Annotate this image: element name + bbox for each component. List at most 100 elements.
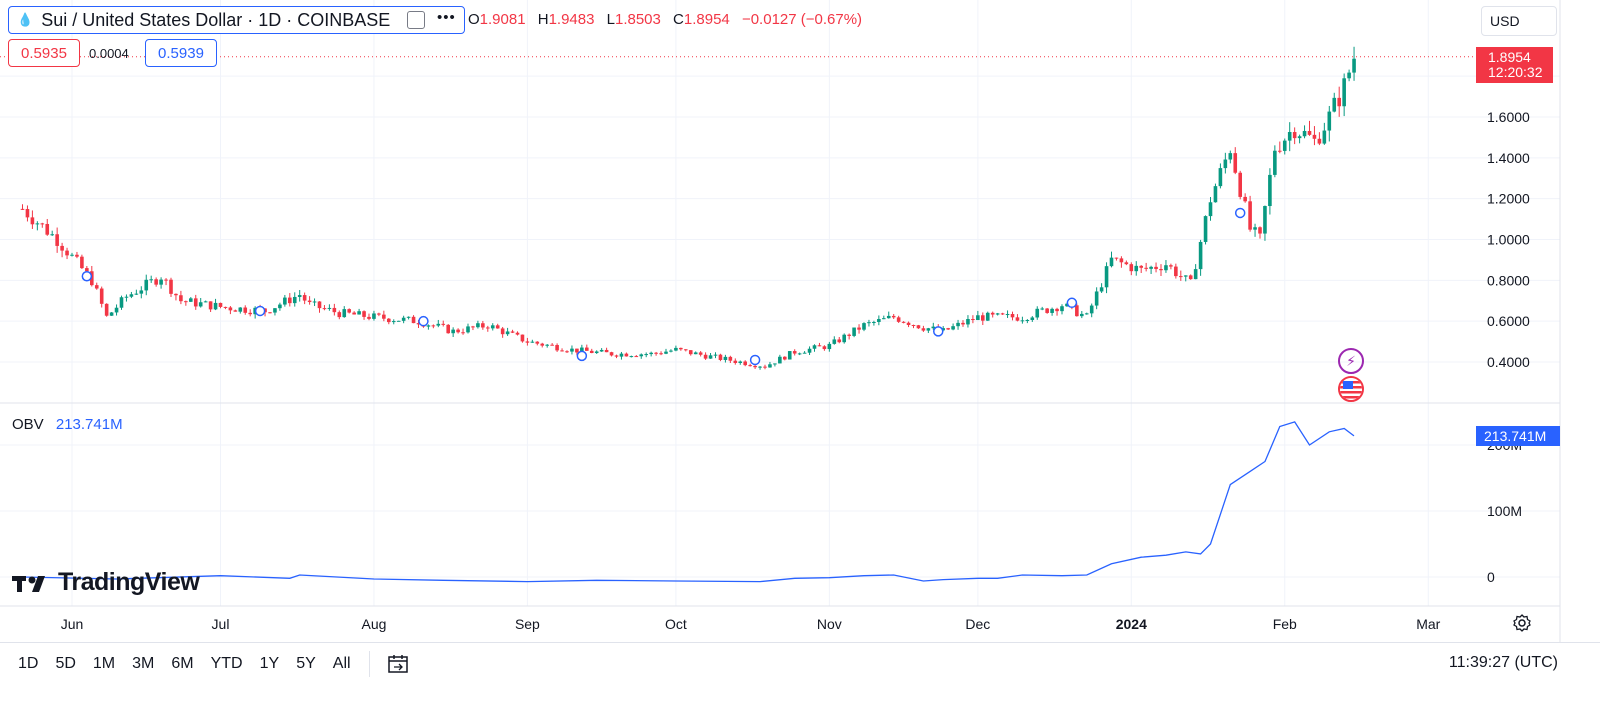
candle-body xyxy=(342,309,347,318)
candle-body xyxy=(1307,130,1312,135)
candle-body xyxy=(1327,111,1332,131)
candle-body xyxy=(238,307,243,312)
candle-body xyxy=(476,323,480,328)
time-tick-label: Jul xyxy=(212,616,230,632)
price-tick-label: 1.4000 xyxy=(1487,150,1530,166)
candle-body xyxy=(718,354,723,360)
currency-selector[interactable]: USD xyxy=(1481,6,1557,36)
candle-body xyxy=(490,325,495,329)
price-tick-label: 1.6000 xyxy=(1487,109,1530,125)
range-5y-button[interactable]: 5Y xyxy=(296,654,316,672)
candle-body xyxy=(352,312,356,315)
candle-body xyxy=(20,208,25,210)
range-1y-button[interactable]: 1Y xyxy=(259,654,280,672)
candle-body xyxy=(1060,306,1064,312)
candle-body xyxy=(713,354,718,356)
candle-body xyxy=(817,345,822,347)
dividend-marker xyxy=(1066,297,1078,309)
candle-body xyxy=(1223,159,1228,169)
candle-body xyxy=(377,313,381,315)
range-all-button[interactable]: All xyxy=(332,654,351,672)
us-flag-event-icon[interactable] xyxy=(1338,376,1364,402)
lightning-event-icon[interactable]: ⚡ xyxy=(1338,348,1364,374)
settings-icon[interactable] xyxy=(407,11,425,29)
open-value: 1.9081 xyxy=(479,11,526,28)
candle-body xyxy=(75,254,79,257)
gear-icon[interactable] xyxy=(1512,613,1532,633)
dividend-marker xyxy=(418,315,429,327)
candle-body xyxy=(1352,58,1356,73)
symbol-legend[interactable]: 💧 Sui / United States Dollar · 1D · COIN… xyxy=(8,6,465,34)
candle-body xyxy=(1268,174,1272,207)
candle-body xyxy=(985,312,990,321)
candle-body xyxy=(119,297,124,308)
range-6m-button[interactable]: 6M xyxy=(171,654,194,672)
candle-body xyxy=(688,350,693,355)
price-tick-label: 0.4000 xyxy=(1487,354,1530,370)
obv-line xyxy=(22,421,1355,583)
candle-body xyxy=(510,331,515,333)
candle-body xyxy=(1248,201,1252,230)
candle-body xyxy=(288,297,292,304)
candle-body xyxy=(604,349,609,353)
dividend-marker xyxy=(749,354,761,366)
buy-price-button[interactable]: 0.5939 xyxy=(145,39,217,67)
candle-body xyxy=(1075,305,1079,317)
candle-body xyxy=(891,315,896,318)
candle-body xyxy=(738,361,743,363)
more-options-icon[interactable]: ••• xyxy=(437,9,456,26)
obv-legend[interactable]: OBV 213.741M xyxy=(12,416,123,433)
price-tick-label: 1.0000 xyxy=(1487,232,1530,248)
candle-body xyxy=(208,301,213,310)
candle-body xyxy=(1169,265,1173,267)
candle-body xyxy=(1282,140,1287,151)
obv-name: OBV xyxy=(12,416,44,433)
candle-body xyxy=(797,353,802,355)
calendar-goto-icon[interactable] xyxy=(386,652,410,676)
candle-body xyxy=(1030,317,1035,321)
candle-body xyxy=(243,307,248,313)
candle-body xyxy=(431,325,436,327)
candle-body xyxy=(94,285,99,289)
range-1d-button[interactable]: 1D xyxy=(18,654,39,672)
candle-body xyxy=(451,329,455,334)
event-markers xyxy=(81,207,1246,366)
candle-body xyxy=(619,353,624,357)
dividend-marker xyxy=(81,271,93,282)
candle-body xyxy=(60,245,64,251)
candle-body xyxy=(792,351,797,354)
candle-body xyxy=(951,326,955,330)
utc-clock[interactable]: 11:39:27 (UTC) xyxy=(1448,654,1558,671)
candle-body xyxy=(708,355,713,359)
candle-body xyxy=(733,360,738,363)
candle-body xyxy=(594,351,599,354)
range-5d-button[interactable]: 5D xyxy=(55,654,76,672)
candle-body xyxy=(456,329,460,333)
candle-body xyxy=(941,328,945,331)
candle-body xyxy=(862,323,866,330)
sell-price-button[interactable]: 0.5935 xyxy=(8,39,80,67)
candle-body xyxy=(867,322,871,324)
candle-body xyxy=(184,301,188,303)
candle-body xyxy=(99,288,104,304)
candle-body xyxy=(1208,202,1213,217)
candle-body xyxy=(966,319,970,325)
low-label: L xyxy=(606,11,615,28)
symbol-title: Sui / United States Dollar · 1D · COINBA… xyxy=(41,9,391,30)
open-label: O xyxy=(468,11,480,28)
range-3m-button[interactable]: 3M xyxy=(132,654,155,672)
candle-body xyxy=(1149,266,1153,269)
candle-body xyxy=(1124,262,1129,265)
obv-tick-label: 100M xyxy=(1487,503,1522,519)
range-ytd-button[interactable]: YTD xyxy=(210,654,243,672)
close-value: 1.8954 xyxy=(683,11,730,28)
candle-body xyxy=(1179,276,1183,278)
candle-body xyxy=(1000,313,1005,315)
tradingview-logo[interactable]: TradingView xyxy=(12,568,200,597)
range-1m-button[interactable]: 1M xyxy=(92,654,116,672)
candle-body xyxy=(1154,266,1158,270)
candle-body xyxy=(228,307,233,311)
candle-body xyxy=(976,315,980,321)
candle-body xyxy=(896,317,901,322)
